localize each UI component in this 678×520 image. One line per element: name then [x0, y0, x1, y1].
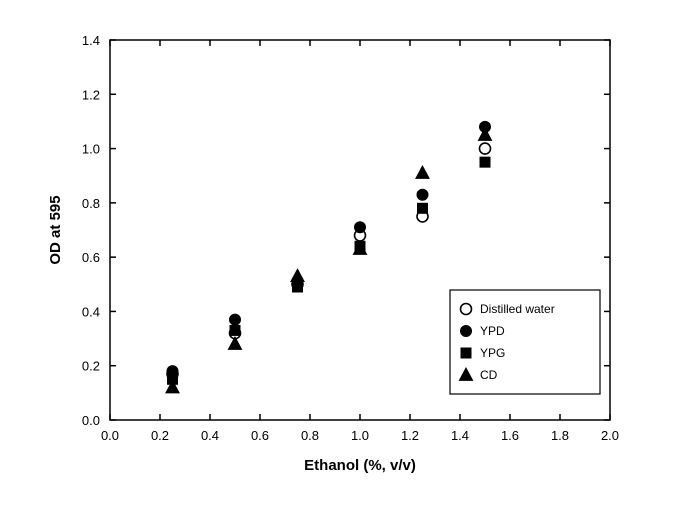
y-tick-label: 1.2 [82, 87, 100, 102]
data-point-ypg [230, 325, 240, 335]
legend-label-ypd: YPD [480, 324, 505, 338]
x-tick-label: 0.6 [251, 428, 269, 443]
x-tick-label: 0.4 [201, 428, 219, 443]
data-point-cd [228, 337, 241, 349]
data-point-ypd [230, 314, 241, 325]
data-point-cd [291, 269, 304, 281]
x-tick-label: 2.0 [601, 428, 619, 443]
y-tick-label: 1.4 [82, 33, 100, 48]
legend-marker-distilled-water [461, 304, 472, 315]
legend-marker-ypd [461, 326, 472, 337]
data-point-ypd [417, 189, 428, 200]
legend-label-cd: CD [480, 368, 498, 382]
legend-marker-ypg [461, 348, 471, 358]
data-point-cd [416, 166, 429, 178]
chart-container: 0.0 0.2 0.4 0.6 0.8 1.0 1.2 1.4 1.6 1.8 2.0 Ethanol… [0, 0, 678, 520]
y-axis-title: OD at 595 [47, 195, 64, 264]
y-tick-label: 1.0 [82, 142, 100, 157]
data-point-distilled-water [480, 143, 491, 154]
legend-label-distilled-water: Distilled water [480, 302, 555, 316]
x-tick-label: 0.8 [301, 428, 319, 443]
x-tick-label: 1.4 [451, 428, 469, 443]
x-tick-label: 0.0 [101, 428, 119, 443]
x-axis-title: Ethanol (%, v/v) [304, 457, 416, 474]
legend-label-ypg: YPG [480, 346, 505, 360]
data-point-ypg [293, 282, 303, 292]
data-point-ypg [480, 157, 490, 167]
x-tick-label: 1.2 [401, 428, 419, 443]
data-point-ypg [418, 203, 428, 213]
x-tick-label: 1.0 [351, 428, 369, 443]
x-tick-label: 0.2 [151, 428, 169, 443]
scatter-chart: 0.0 0.2 0.4 0.6 0.8 1.0 1.2 1.4 1.6 1.8 2.0 Ethanol… [0, 0, 678, 520]
y-tick-label: 0.8 [82, 196, 100, 211]
data-point-ypd [355, 222, 366, 233]
y-tick-label: 0.4 [82, 304, 100, 319]
x-tick-label: 1.6 [501, 428, 519, 443]
y-tick-label: 0.2 [82, 359, 100, 374]
legend-marker-cd [459, 368, 472, 380]
y-tick-label: 0.0 [82, 413, 100, 428]
y-tick-label: 0.6 [82, 250, 100, 265]
x-tick-label: 1.8 [551, 428, 569, 443]
